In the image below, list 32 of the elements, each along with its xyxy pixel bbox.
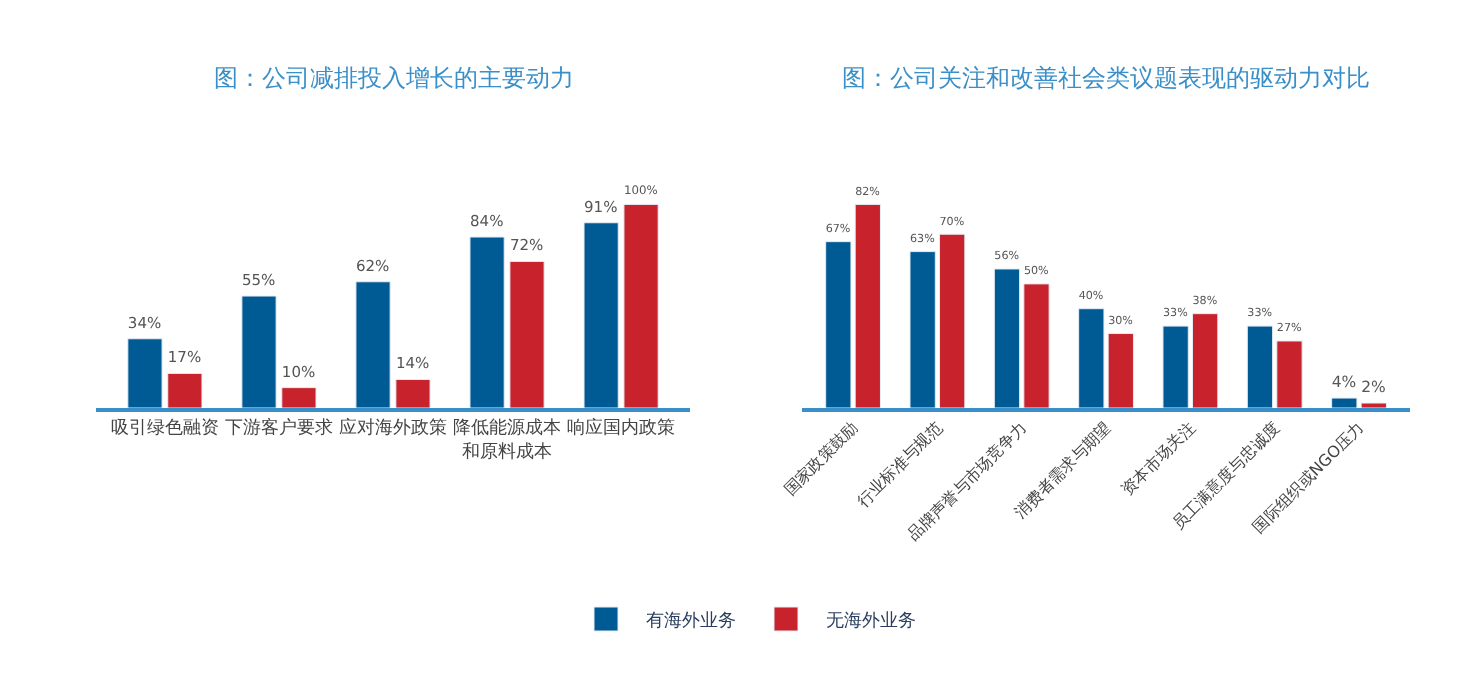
data-label: 91%: [584, 197, 618, 216]
x-tick-label: 资本市场关注: [1118, 418, 1199, 500]
data-label: 4%: [1331, 372, 1357, 391]
bar: [469, 236, 505, 408]
data-label: 34%: [127, 313, 162, 332]
bar: [355, 281, 391, 408]
bar: [395, 379, 431, 408]
bar: [167, 372, 203, 408]
bar: [281, 387, 317, 408]
data-label: 55%: [241, 271, 276, 290]
data-label: 84%: [470, 211, 504, 230]
data-label: 17%: [167, 348, 202, 367]
bar: [623, 203, 659, 408]
legend-label: 无海外业务: [826, 610, 916, 633]
x-tick-label: 降低能源成本和原料成本: [453, 417, 562, 463]
bar: [241, 295, 277, 408]
bar: [127, 338, 163, 408]
data-label: 14%: [395, 354, 430, 373]
chart-title: 图：公司减排投入增长的主要动力: [214, 64, 574, 92]
data-label: 72%: [509, 236, 544, 255]
data-label: 62%: [355, 256, 390, 275]
chart-title: 图：公司关注和改善社会类议题表现的驱动力对比: [842, 64, 1370, 92]
x-tick-label: 国家政策鼓励: [780, 418, 862, 500]
legend-label: 有海外业务: [646, 610, 736, 633]
x-tick-label: 吸引绿色融资: [110, 417, 219, 440]
data-label: 2%: [1361, 377, 1386, 396]
bar: [583, 222, 619, 408]
x-tick-label: 应对海外政策: [339, 417, 447, 440]
data-label: 10%: [281, 362, 316, 381]
bar: [509, 260, 545, 408]
x-tick-label: 响应国内政策: [567, 417, 676, 440]
x-tick-label: 下游客户要求: [224, 417, 333, 440]
